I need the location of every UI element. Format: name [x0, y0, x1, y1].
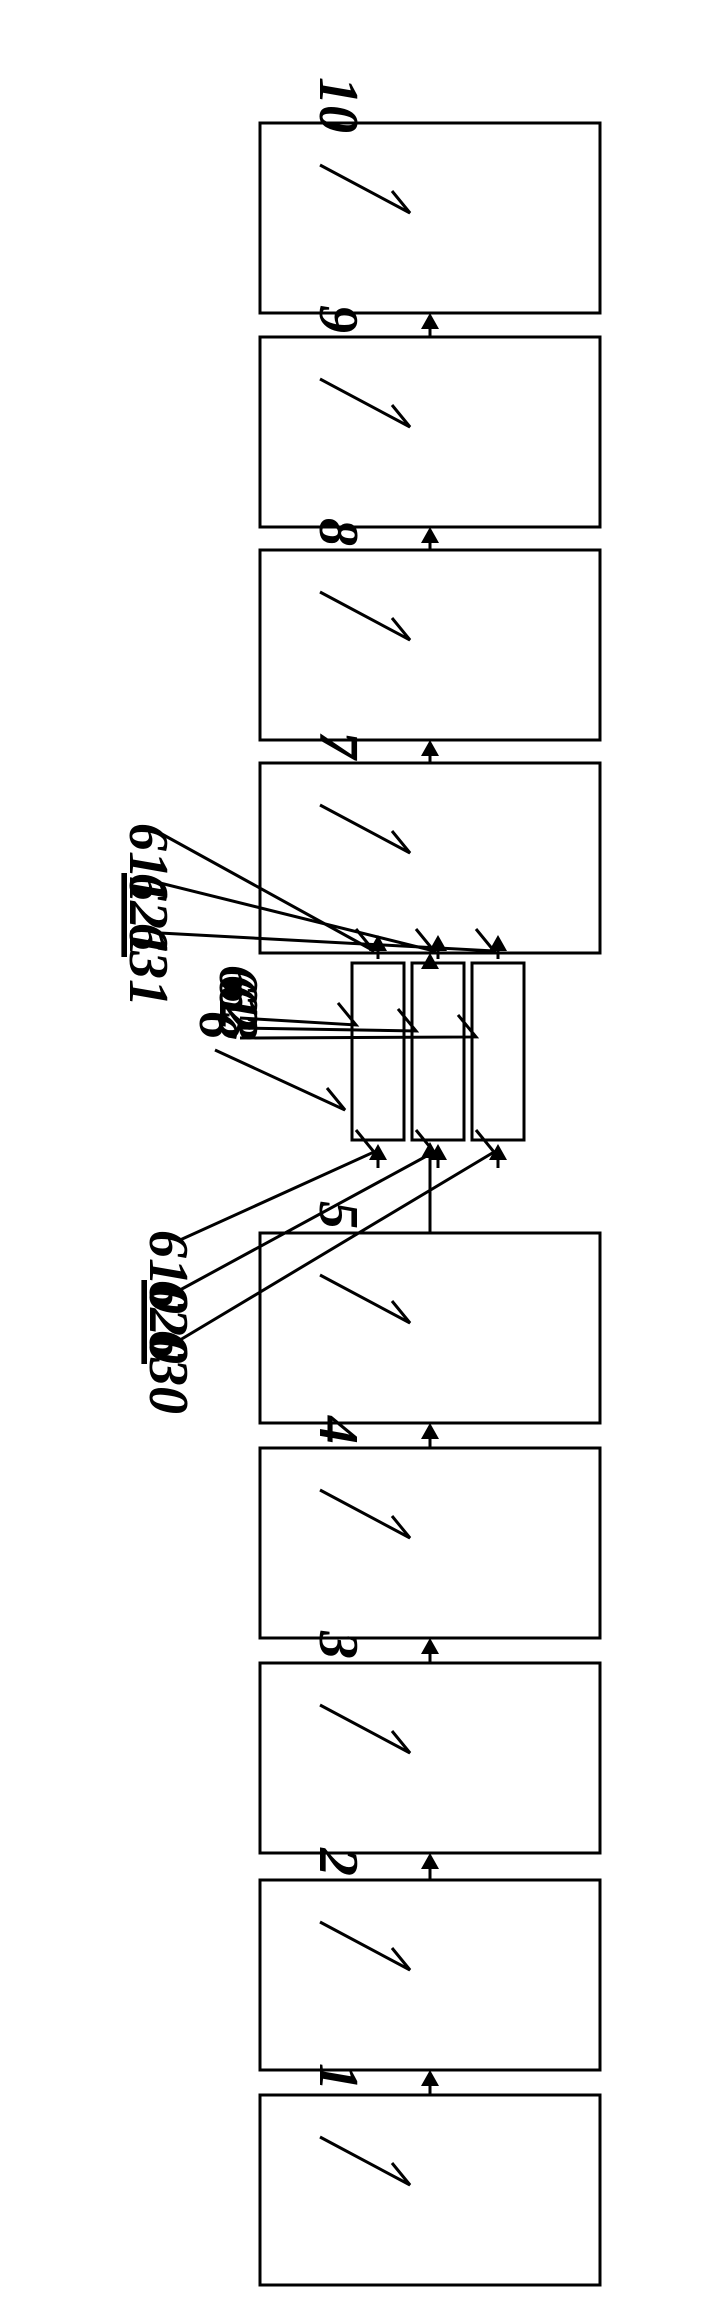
leader-3 [320, 1705, 410, 1753]
label-630: 630 [137, 1330, 199, 1414]
leader-1 [320, 2137, 410, 2185]
arrow-b3-b4 [421, 1638, 439, 1663]
box-1 [260, 2095, 600, 2285]
label-9: 9 [307, 305, 369, 333]
arrow-b1-b2 [421, 2070, 439, 2095]
label-3: 3 [307, 1630, 369, 1659]
arrow-b7-b8 [421, 740, 439, 763]
leader-8 [320, 592, 410, 640]
label-10: 10 [307, 77, 369, 133]
box-9 [260, 337, 600, 527]
label-1: 1 [307, 2063, 369, 2091]
label-8: 8 [307, 518, 369, 546]
arrow-b8-b9 [421, 527, 439, 550]
leader-6 [215, 1050, 345, 1110]
leader-631 [160, 929, 494, 951]
arrow-block6-b7 [421, 953, 439, 969]
leader-9 [320, 379, 410, 427]
label-7: 7 [307, 731, 369, 761]
label-631: 631 [117, 923, 179, 1007]
leader-2 [320, 1922, 410, 1970]
leader-10 [320, 165, 410, 213]
label-2: 2 [307, 1847, 369, 1876]
arrow-b4-b5 [421, 1423, 439, 1448]
box-7 [260, 763, 600, 953]
sub-box-63 [472, 963, 524, 1140]
box-10 [260, 123, 600, 313]
box-8 [260, 550, 600, 740]
leader-7 [320, 805, 410, 853]
sub-box-62 [412, 963, 464, 1140]
arrow-b2-b3 [421, 1853, 439, 1880]
leader-630 [180, 1130, 494, 1340]
box-2 [260, 1880, 600, 2070]
label-6: 6 [187, 1011, 249, 1039]
arrow-b9-b10 [421, 313, 439, 337]
leader-4 [320, 1490, 410, 1538]
leader-5 [320, 1275, 410, 1323]
box-3 [260, 1663, 600, 1853]
box-4 [260, 1448, 600, 1638]
label-4: 4 [307, 1415, 369, 1444]
sub-box-61 [352, 963, 404, 1140]
